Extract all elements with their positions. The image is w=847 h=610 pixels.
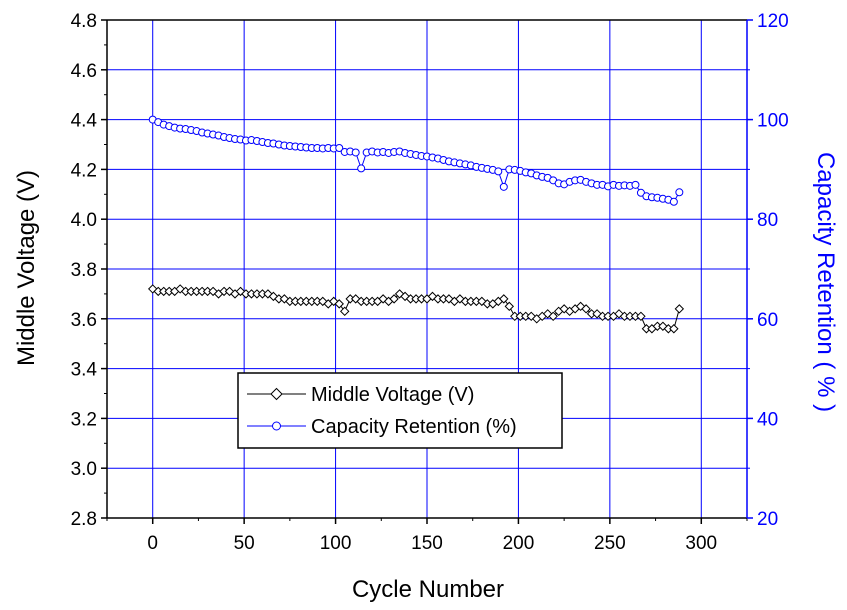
- voltage-point: [444, 294, 454, 304]
- y-tick-label: 4.0: [71, 210, 97, 231]
- x-tick-label: 0: [147, 533, 158, 554]
- y-tick-label: 4.4: [71, 111, 98, 132]
- y-tick-label: 3.6: [71, 310, 97, 331]
- capacity-point: [357, 164, 366, 173]
- x-tick-label: 100: [320, 533, 352, 554]
- capacity-series-line: [152, 119, 680, 203]
- legend-box: [237, 372, 563, 449]
- legend-capacity-marker: [272, 421, 281, 431]
- voltage-point: [499, 294, 509, 304]
- legend: Middle Voltage (V) Capacity Retention (%…: [237, 372, 563, 449]
- voltage-point: [389, 294, 399, 304]
- legend-voltage-marker: [270, 387, 283, 401]
- voltage-point: [542, 309, 553, 319]
- legend-capacity-label: Capacity Retention (%): [311, 416, 517, 438]
- y-tick-label: 3.8: [71, 260, 97, 281]
- voltage-point: [427, 291, 438, 302]
- capacity-point: [499, 182, 508, 191]
- voltage-point: [329, 296, 339, 307]
- capacity-point: [631, 180, 640, 189]
- voltage-point: [175, 284, 185, 294]
- voltage-point: [548, 311, 558, 322]
- x-tick-label: 150: [411, 533, 443, 554]
- voltage-point: [334, 299, 344, 309]
- y-tick-label: 4.8: [71, 11, 97, 32]
- y2-tick-label: 100: [757, 111, 789, 132]
- capacity-point: [675, 188, 684, 197]
- y-tick-label: 3.4: [71, 360, 98, 381]
- x-axis-title: Cycle Number: [352, 576, 504, 603]
- y2-axis-title: Capacity Retention ( % ): [812, 152, 839, 412]
- x-tick-label: 250: [594, 533, 626, 554]
- x-tick-label: 300: [685, 533, 717, 554]
- legend-voltage-label: Middle Voltage (V): [311, 384, 474, 406]
- axes: 0 50 100 150 200 250 300 2.8 3.0 3.2 3.4 3.6 3.8 4.0 4…: [71, 11, 789, 554]
- voltage-point: [581, 304, 591, 314]
- voltage-point: [235, 286, 246, 297]
- y2-tick-label: 60: [757, 310, 778, 331]
- voltage-point: [340, 306, 350, 317]
- y2-tick-label: 80: [757, 210, 778, 231]
- y-tick-label: 4.6: [71, 61, 97, 82]
- y-tick-label: 3.2: [71, 409, 97, 430]
- voltage-point: [636, 311, 646, 322]
- series-middle-voltage: [148, 284, 685, 334]
- voltage-point: [526, 311, 536, 322]
- series-capacity-retention: [148, 115, 684, 206]
- capacity-point: [636, 188, 645, 197]
- voltage-point: [504, 301, 514, 312]
- voltage-point: [669, 324, 679, 334]
- y-axis-title: Middle Voltage (V): [13, 170, 40, 366]
- capacity-point: [669, 197, 678, 206]
- voltage-point: [658, 321, 668, 331]
- voltage-point: [674, 304, 685, 314]
- y-tick-label: 2.8: [71, 509, 97, 530]
- y2-tick-label: 40: [757, 409, 778, 430]
- x-tick-label: 200: [503, 533, 535, 554]
- y2-tick-label: 20: [757, 509, 778, 530]
- voltage-point: [559, 304, 569, 314]
- voltage-point: [350, 294, 361, 304]
- capacity-point: [351, 148, 360, 157]
- capacity-point: [494, 167, 503, 176]
- x-tick-label: 50: [234, 533, 255, 554]
- capacity-point: [335, 143, 344, 152]
- y2-tick-label: 120: [757, 11, 789, 32]
- y-tick-label: 4.2: [71, 160, 97, 181]
- y-tick-label: 3.0: [71, 459, 97, 480]
